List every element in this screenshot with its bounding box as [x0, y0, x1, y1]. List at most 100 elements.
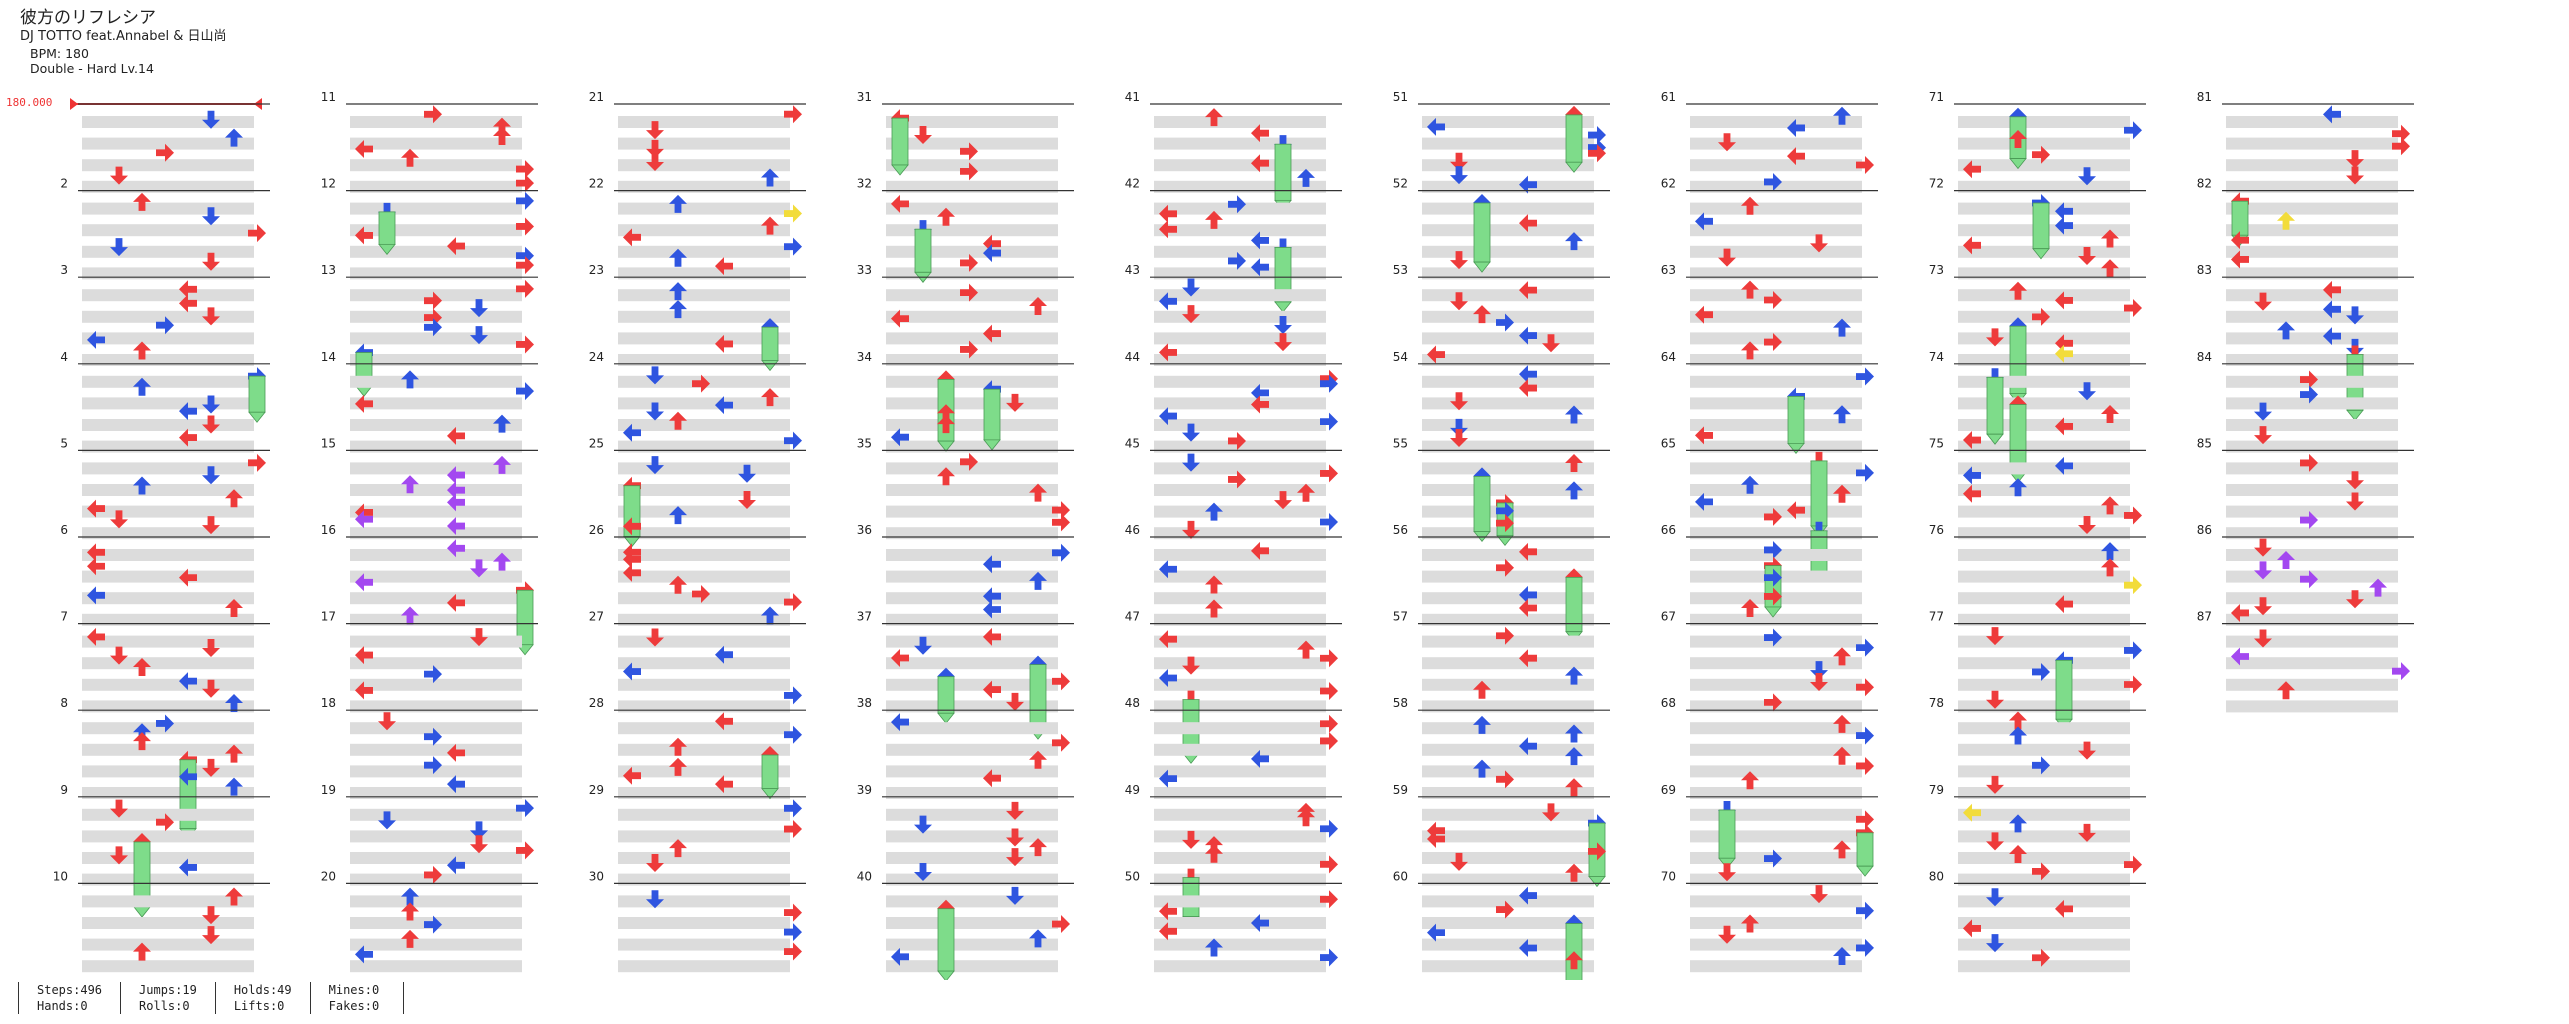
arrow-note — [784, 725, 802, 744]
beat-band — [82, 116, 254, 128]
arrow-note — [1297, 168, 1315, 187]
measure-number: 2 — [60, 177, 68, 191]
beat-band — [1958, 397, 2130, 410]
arrow-note — [937, 415, 955, 434]
beat-band — [350, 960, 522, 973]
hold-note — [1565, 114, 1583, 163]
arrow-note — [1029, 296, 1047, 315]
arrow-note — [1986, 627, 2004, 646]
arrow-note — [424, 291, 442, 310]
arrow-note — [2055, 334, 2073, 353]
arrow-note — [2277, 211, 2295, 230]
beat-band — [1422, 267, 1594, 280]
arrow-note — [378, 712, 396, 731]
hold-note — [1787, 396, 1805, 444]
arrow-note — [2124, 121, 2142, 140]
beat-band — [1154, 635, 1326, 648]
arrow-note — [447, 775, 465, 794]
arrow-note — [1764, 333, 1782, 352]
hold-note — [1473, 202, 1491, 263]
arrow-note — [960, 253, 978, 272]
arrow-note — [2032, 307, 2050, 326]
beat-band — [618, 787, 790, 799]
arrow-note — [1251, 395, 1269, 414]
beat-band — [350, 484, 522, 496]
beat-band — [1154, 116, 1326, 128]
arrow-note — [1029, 929, 1047, 948]
beat-band — [1958, 354, 2130, 366]
arrow-note — [1320, 513, 1338, 532]
hold-end — [248, 411, 266, 423]
beat-band — [1154, 137, 1326, 150]
arrow-note — [1182, 520, 1200, 539]
beat-band — [1690, 917, 1862, 929]
measure: 31 — [857, 90, 1074, 193]
measure-number: 8 — [60, 696, 68, 710]
arrow-note — [1741, 914, 1759, 933]
beat-band — [1154, 245, 1326, 258]
beat-band — [886, 116, 1058, 128]
measure: 66 — [1661, 523, 1878, 626]
beat-band — [886, 743, 1058, 756]
arrow-note — [1810, 885, 1828, 904]
arrow-note — [1450, 392, 1468, 411]
arrow-note — [2032, 948, 2050, 967]
beat-band — [350, 116, 522, 128]
arrow-note — [669, 194, 687, 213]
beat-band — [1422, 570, 1594, 583]
beat-band — [886, 657, 1058, 670]
beat-band — [350, 332, 522, 345]
arrow-note — [1228, 470, 1246, 489]
measure: 26 — [589, 523, 806, 626]
beat-band — [82, 245, 254, 258]
beat-band — [350, 787, 522, 799]
arrow-note — [1856, 638, 1874, 657]
measure-number: 84 — [2197, 350, 2212, 364]
arrow-note — [2078, 167, 2096, 186]
arrow-note — [447, 593, 465, 612]
arrow-note — [1519, 938, 1537, 957]
arrow-note — [715, 712, 733, 731]
arrow-note — [470, 821, 488, 840]
arrow-note — [1052, 733, 1070, 752]
measure-number: 36 — [857, 523, 872, 537]
arrow-note — [202, 639, 220, 658]
beat-band — [886, 440, 1058, 453]
hold-note — [2009, 404, 2027, 473]
arrow-note — [2124, 855, 2142, 874]
beat-band — [1154, 765, 1326, 778]
measure: 41 — [1125, 90, 1342, 212]
arrow-note — [914, 636, 932, 655]
measure: 2 — [60, 177, 270, 280]
arrow-note — [401, 887, 419, 906]
arrow-note — [623, 563, 641, 582]
measure: 37 — [857, 610, 1074, 740]
hold-end — [761, 360, 779, 372]
arrow-note — [1159, 292, 1177, 311]
beat-band — [82, 787, 254, 799]
arrow-note — [493, 552, 511, 571]
beat-band — [1422, 375, 1594, 388]
arrow-note — [1588, 144, 1606, 163]
arrow-note — [401, 370, 419, 389]
arrow-note — [1764, 540, 1782, 559]
beat-band — [1958, 419, 2130, 431]
beat-band — [1958, 159, 2130, 172]
arrow-note — [87, 586, 105, 605]
beat-band — [886, 938, 1058, 951]
arrow-note — [447, 517, 465, 536]
measure-number: 52 — [1393, 177, 1408, 191]
arrow-note — [1565, 778, 1583, 797]
beat-band — [886, 375, 1058, 388]
beat-band — [886, 527, 1058, 540]
measure-number: 14 — [321, 350, 336, 364]
beat-band — [1422, 678, 1594, 691]
arrow-note — [2300, 511, 2318, 530]
arrow-note — [1833, 484, 1851, 503]
arrow-note — [516, 174, 534, 193]
measure-number: 85 — [2197, 436, 2212, 450]
arrow-note — [1810, 661, 1828, 680]
measure: 73 — [1929, 263, 2146, 405]
arrow-note — [2231, 647, 2249, 666]
beat-band — [350, 202, 522, 215]
